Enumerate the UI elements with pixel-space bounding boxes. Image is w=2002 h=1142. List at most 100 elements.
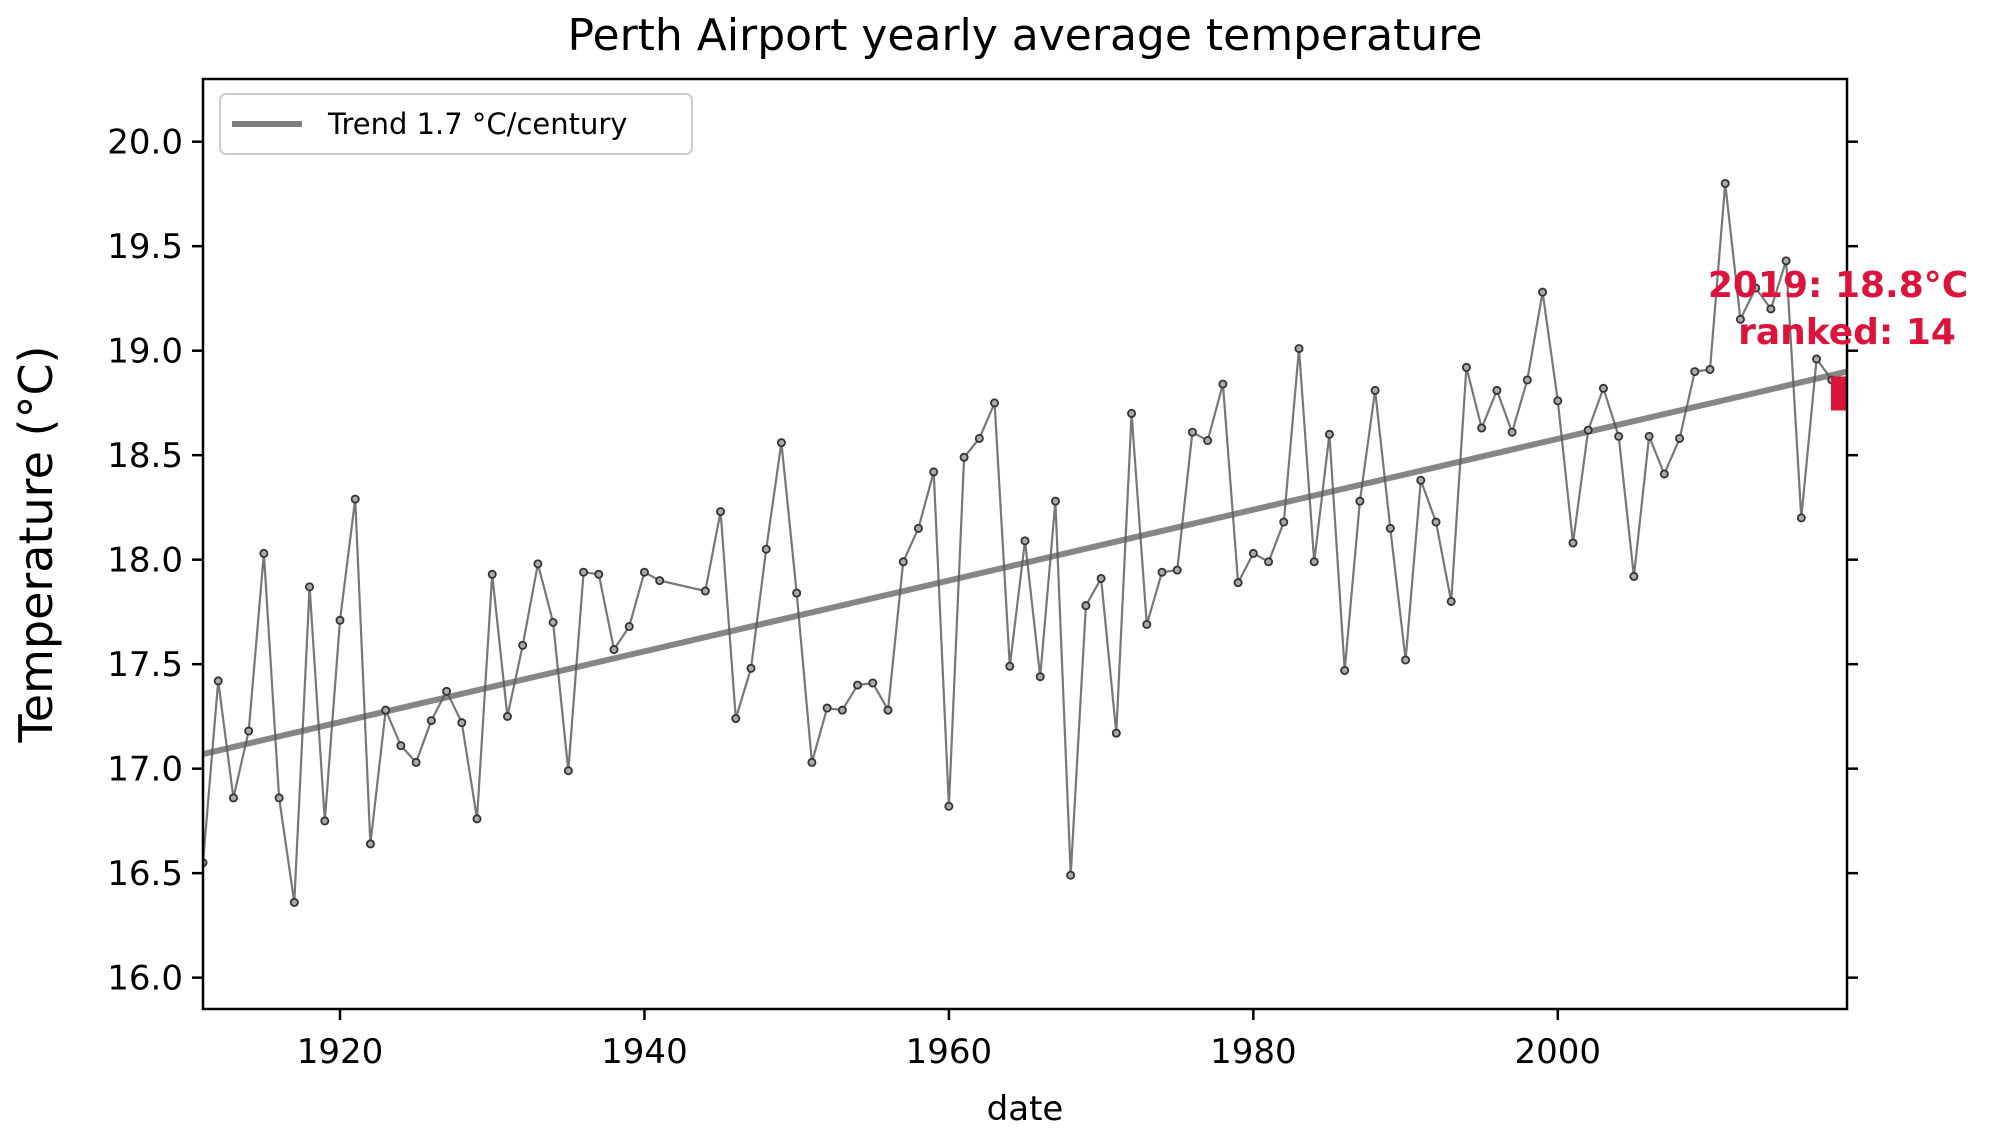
data-point bbox=[776, 438, 786, 448]
data-point bbox=[944, 801, 954, 811]
annotation-rank: ranked: 14 bbox=[1738, 312, 1956, 353]
data-point bbox=[1766, 304, 1776, 314]
data-point bbox=[1309, 557, 1319, 567]
annotation: 2019: 18.8°C ranked: 14 bbox=[1708, 265, 1968, 353]
data-point bbox=[1172, 565, 1182, 575]
data-point bbox=[1218, 379, 1228, 389]
data-point bbox=[1340, 665, 1350, 675]
data-point bbox=[929, 467, 939, 477]
data-point bbox=[1675, 433, 1685, 443]
legend-box bbox=[219, 93, 693, 155]
data-point bbox=[1385, 523, 1395, 533]
data-point bbox=[716, 507, 726, 517]
x-axis-label: date bbox=[987, 1089, 1064, 1129]
y-tick-label: 19.0 bbox=[107, 332, 183, 372]
data-point bbox=[1401, 655, 1411, 665]
data-point bbox=[1279, 517, 1289, 527]
plot-frame bbox=[201, 77, 1849, 1011]
data-point bbox=[1050, 496, 1060, 506]
data-point bbox=[639, 567, 649, 577]
data-point bbox=[289, 897, 299, 907]
data-point bbox=[1142, 619, 1152, 629]
data-point bbox=[1203, 436, 1213, 446]
data-point bbox=[761, 544, 771, 554]
data-point bbox=[1005, 661, 1015, 671]
x-tick-label: 2000 bbox=[1515, 1032, 1602, 1072]
data-point bbox=[563, 766, 573, 776]
data-point bbox=[502, 711, 512, 721]
data-point bbox=[1264, 557, 1274, 567]
data-point bbox=[1096, 573, 1106, 583]
trend-line bbox=[203, 368, 1847, 757]
y-tick-label: 16.0 bbox=[107, 959, 183, 999]
data-point bbox=[472, 814, 482, 824]
data-point bbox=[335, 615, 345, 625]
x-tick-label: 1940 bbox=[601, 1032, 688, 1072]
data-point bbox=[990, 398, 1000, 408]
data-point bbox=[1812, 354, 1822, 364]
data-point bbox=[1127, 408, 1137, 418]
data-point bbox=[837, 705, 847, 715]
data-point bbox=[1355, 496, 1365, 506]
y-axis-label: Temperature (°C) bbox=[9, 345, 63, 743]
data-point bbox=[1035, 672, 1045, 682]
data-point bbox=[1507, 427, 1517, 437]
data-point bbox=[1735, 314, 1745, 324]
data-point bbox=[1066, 870, 1076, 880]
data-point bbox=[731, 714, 741, 724]
data-point bbox=[518, 640, 528, 650]
data-point bbox=[426, 716, 436, 726]
y-tick-label: 19.5 bbox=[107, 227, 183, 267]
data-point bbox=[1720, 178, 1730, 188]
data-point bbox=[807, 757, 817, 767]
data-point bbox=[548, 617, 558, 627]
data-point bbox=[1492, 385, 1502, 395]
data-point bbox=[1294, 344, 1304, 354]
data-point bbox=[700, 586, 710, 596]
data-point bbox=[381, 705, 391, 715]
data-point bbox=[213, 676, 223, 686]
y-tick-label: 17.0 bbox=[107, 750, 183, 790]
data-point bbox=[1020, 536, 1030, 546]
y-tick-label: 20.0 bbox=[107, 123, 183, 163]
data-point bbox=[1081, 601, 1091, 611]
data-point bbox=[1644, 431, 1654, 441]
data-point bbox=[913, 523, 923, 533]
data-point bbox=[1629, 571, 1639, 581]
data-point bbox=[259, 548, 269, 558]
y-tick-label: 16.5 bbox=[107, 854, 183, 894]
data-point bbox=[244, 726, 254, 736]
data-point bbox=[792, 588, 802, 598]
data-point bbox=[609, 645, 619, 655]
data-point bbox=[396, 741, 406, 751]
legend: Trend 1.7 °C/century bbox=[219, 93, 693, 155]
x-tick-label: 1920 bbox=[297, 1032, 384, 1072]
data-point bbox=[350, 494, 360, 504]
data-point bbox=[594, 569, 604, 579]
data-point bbox=[1751, 283, 1761, 293]
y-tick-label: 18.0 bbox=[107, 541, 183, 581]
data-point bbox=[868, 678, 878, 688]
data-point bbox=[1705, 364, 1715, 374]
data-point bbox=[1111, 728, 1121, 738]
data-point bbox=[655, 576, 665, 586]
data-point bbox=[1461, 362, 1471, 372]
temperature-points bbox=[203, 178, 1847, 907]
data-point bbox=[883, 705, 893, 715]
data-point bbox=[305, 582, 315, 592]
data-point bbox=[1477, 423, 1487, 433]
data-point bbox=[1324, 429, 1334, 439]
data-point bbox=[746, 663, 756, 673]
data-point bbox=[959, 452, 969, 462]
data-point bbox=[1233, 578, 1243, 588]
data-point bbox=[274, 793, 284, 803]
chart-title: Perth Airport yearly average temperature bbox=[568, 10, 1483, 61]
legend-trend-label: Trend 1.7 °C/century bbox=[327, 107, 627, 141]
data-point bbox=[1157, 567, 1167, 577]
data-point bbox=[624, 622, 634, 632]
data-point bbox=[1187, 427, 1197, 437]
data-point bbox=[1416, 475, 1426, 485]
annotation-value: 2019: 18.8°C bbox=[1708, 265, 1968, 306]
data-point bbox=[1522, 375, 1532, 385]
